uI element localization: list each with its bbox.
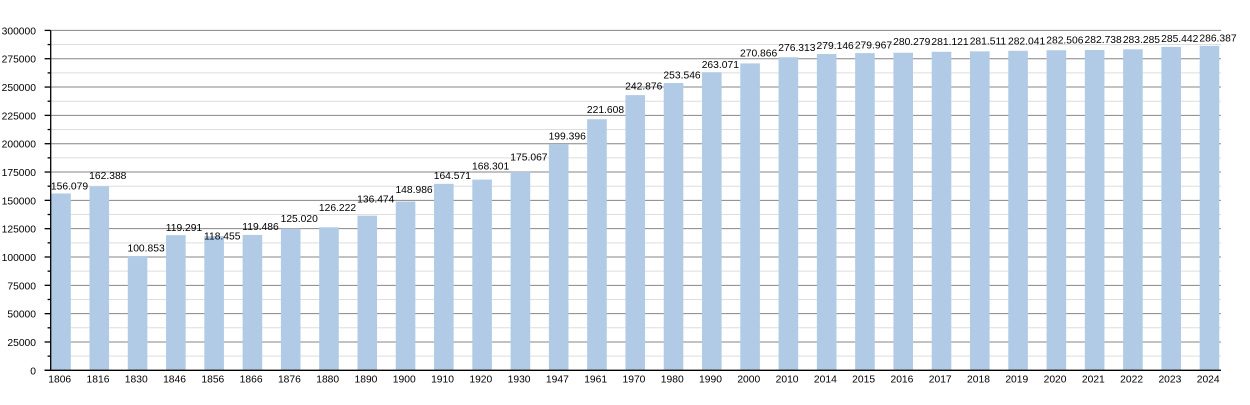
svg-text:2017: 2017: [929, 375, 952, 386]
svg-text:2014: 2014: [814, 375, 837, 386]
svg-text:282.738: 282.738: [1085, 35, 1122, 46]
svg-text:2021: 2021: [1082, 375, 1105, 386]
svg-text:276.313: 276.313: [778, 43, 815, 54]
svg-text:221.608: 221.608: [587, 105, 624, 116]
svg-text:1890: 1890: [354, 375, 377, 386]
svg-text:281.121: 281.121: [931, 37, 968, 48]
svg-text:2024: 2024: [1197, 375, 1220, 386]
svg-text:2016: 2016: [890, 375, 913, 386]
svg-text:2010: 2010: [776, 375, 799, 386]
svg-text:168.301: 168.301: [472, 162, 509, 173]
svg-text:263.071: 263.071: [702, 60, 739, 71]
svg-text:119.486: 119.486: [242, 222, 279, 233]
svg-text:225000: 225000: [2, 111, 37, 122]
svg-text:279.967: 279.967: [855, 41, 892, 52]
svg-text:175.067: 175.067: [510, 153, 547, 164]
svg-text:253.546: 253.546: [663, 71, 700, 82]
svg-text:300000: 300000: [2, 26, 37, 37]
svg-text:281.511: 281.511: [970, 36, 1007, 47]
svg-text:148.986: 148.986: [395, 185, 432, 196]
svg-text:50000: 50000: [7, 310, 36, 321]
svg-text:125000: 125000: [2, 225, 37, 236]
svg-text:156.079: 156.079: [51, 181, 88, 192]
svg-text:250000: 250000: [2, 83, 37, 94]
svg-text:282.041: 282.041: [1008, 36, 1045, 47]
svg-text:1961: 1961: [584, 375, 607, 386]
svg-text:125.020: 125.020: [281, 214, 318, 225]
svg-text:2000: 2000: [737, 375, 760, 386]
svg-text:1980: 1980: [661, 375, 684, 386]
svg-text:286.387: 286.387: [1199, 34, 1236, 45]
svg-text:242.876: 242.876: [625, 82, 662, 93]
svg-text:118.455: 118.455: [204, 231, 241, 242]
svg-text:199.396: 199.396: [549, 132, 586, 143]
svg-text:1866: 1866: [240, 375, 263, 386]
svg-text:2015: 2015: [852, 375, 875, 386]
svg-text:1910: 1910: [431, 375, 454, 386]
svg-text:119.291: 119.291: [166, 223, 203, 234]
svg-text:150000: 150000: [2, 196, 37, 207]
svg-text:1990: 1990: [699, 375, 722, 386]
svg-text:1970: 1970: [622, 375, 645, 386]
svg-text:1846: 1846: [163, 375, 186, 386]
svg-text:270.866: 270.866: [740, 49, 777, 60]
svg-text:136.474: 136.474: [357, 194, 394, 205]
svg-text:100.853: 100.853: [127, 243, 164, 254]
svg-text:1900: 1900: [393, 375, 416, 386]
svg-text:282.506: 282.506: [1046, 35, 1083, 46]
svg-text:2022: 2022: [1120, 375, 1143, 386]
svg-text:2019: 2019: [1005, 375, 1028, 386]
svg-text:1880: 1880: [316, 375, 339, 386]
svg-text:200000: 200000: [2, 140, 37, 151]
svg-text:2023: 2023: [1158, 375, 1181, 386]
svg-text:1930: 1930: [508, 375, 531, 386]
svg-text:100000: 100000: [2, 253, 37, 264]
svg-text:279.146: 279.146: [817, 41, 854, 52]
svg-text:1830: 1830: [125, 375, 148, 386]
svg-text:283.285: 283.285: [1123, 35, 1160, 46]
svg-text:175000: 175000: [2, 168, 37, 179]
svg-text:275000: 275000: [2, 55, 37, 66]
svg-text:75000: 75000: [7, 281, 36, 292]
svg-text:126.222: 126.222: [319, 203, 356, 214]
svg-text:1947: 1947: [546, 375, 569, 386]
svg-text:1920: 1920: [469, 375, 492, 386]
svg-text:2018: 2018: [967, 375, 990, 386]
svg-text:280.279: 280.279: [893, 37, 930, 48]
svg-text:1806: 1806: [48, 375, 71, 386]
svg-text:2020: 2020: [1044, 375, 1067, 386]
svg-text:162.388: 162.388: [89, 171, 126, 182]
svg-text:1816: 1816: [87, 375, 110, 386]
svg-text:1856: 1856: [201, 375, 224, 386]
svg-text:0: 0: [30, 366, 36, 377]
svg-text:285.442: 285.442: [1161, 34, 1198, 45]
svg-text:1876: 1876: [278, 375, 301, 386]
svg-text:25000: 25000: [7, 338, 36, 349]
svg-text:164.571: 164.571: [434, 171, 471, 182]
